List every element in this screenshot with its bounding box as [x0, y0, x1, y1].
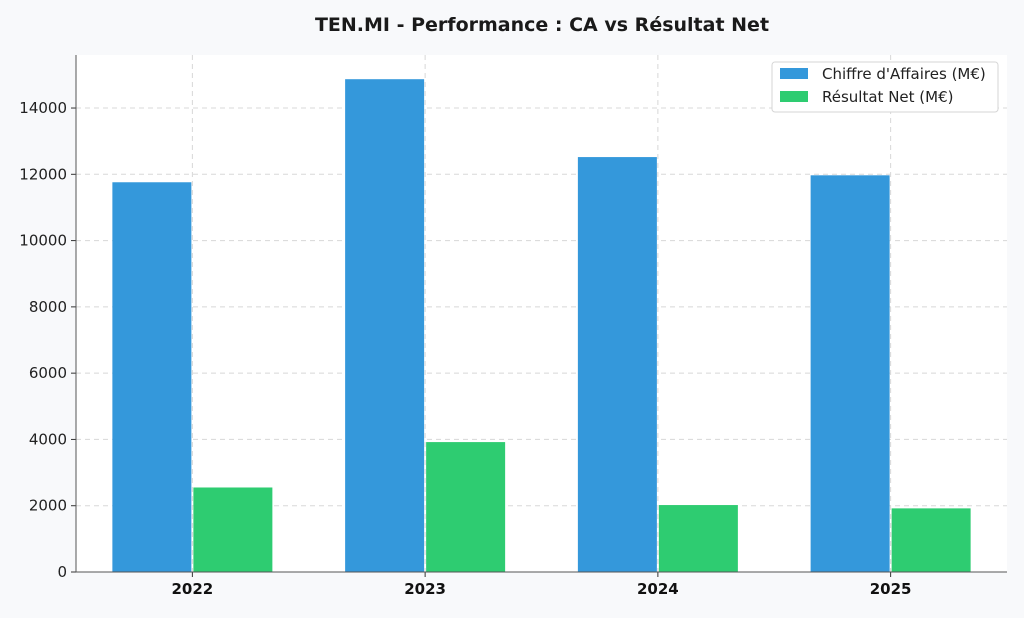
y-tick-label: 4000 [29, 430, 67, 448]
legend-label-net-income: Résultat Net (M€) [822, 88, 953, 106]
chart-title: TEN.MI - Performance : CA vs Résultat Ne… [315, 14, 769, 36]
bar-revenue-2025 [810, 175, 890, 572]
y-tick-label: 12000 [19, 165, 67, 183]
x-tick-label: 2022 [172, 580, 214, 598]
chart-legend: Chiffre d'Affaires (M€) Résultat Net (M€… [771, 61, 999, 113]
y-tick-labels: 0 2000 4000 6000 8000 10000 12000 14000 [19, 99, 67, 581]
x-tick-label: 2023 [404, 580, 446, 598]
y-tick-label: 10000 [19, 232, 67, 250]
y-tick-label: 0 [57, 563, 67, 581]
y-tick-label: 8000 [29, 298, 67, 316]
y-tick-label: 6000 [29, 364, 67, 382]
y-tick-label: 14000 [19, 99, 67, 117]
x-tick-label: 2024 [637, 580, 679, 598]
bar-net-income-2024 [658, 505, 738, 572]
axes-layer [71, 55, 1007, 577]
legend-label-revenue: Chiffre d'Affaires (M€) [822, 65, 986, 83]
x-tick-labels: 2022 2023 2024 2025 [172, 580, 912, 598]
y-tick-label: 2000 [29, 497, 67, 515]
bar-revenue-2022 [112, 182, 192, 572]
legend-box [771, 61, 999, 113]
bar-net-income-2022 [193, 487, 273, 572]
bar-revenue-2024 [577, 157, 657, 573]
x-tick-label: 2025 [870, 580, 912, 598]
bar-net-income-2023 [426, 442, 506, 572]
bar-revenue-2023 [345, 79, 425, 573]
legend-swatch-net-income [780, 91, 808, 102]
bars-layer [112, 79, 971, 573]
legend-swatch-revenue [780, 68, 808, 79]
bar-net-income-2025 [891, 508, 971, 572]
